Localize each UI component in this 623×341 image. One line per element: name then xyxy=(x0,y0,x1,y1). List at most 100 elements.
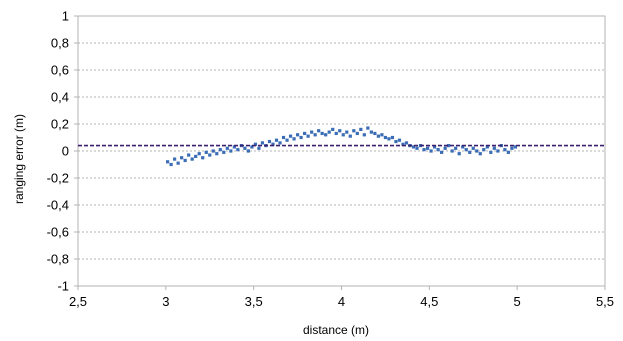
scatter-point xyxy=(482,148,486,152)
scatter-point xyxy=(232,145,236,149)
scatter-point xyxy=(190,157,194,161)
scatter-point xyxy=(464,148,468,152)
scatter-point xyxy=(433,145,437,149)
scatter-point xyxy=(422,148,426,152)
scatter-point xyxy=(440,150,444,154)
scatter-point xyxy=(461,145,465,149)
x-tick-label: 4,5 xyxy=(420,294,438,309)
scatter-point xyxy=(369,130,373,134)
scatter-point xyxy=(260,141,265,145)
scatter-point xyxy=(387,137,391,141)
scatter-point xyxy=(208,153,212,157)
scatter-point xyxy=(394,139,398,144)
y-tick-labels: -1 -0,8 -0,6 -0,4 -0,2 0 0,2 0,4 0,6 0,8 1 xyxy=(47,9,69,294)
scatter-point xyxy=(303,131,307,136)
scatter-point xyxy=(506,150,510,154)
scatter-point xyxy=(243,146,247,150)
x-tick-labels: 2,5 3 3,5 4 4,5 5 5,5 xyxy=(69,294,614,309)
x-tick-label: 3,5 xyxy=(245,294,263,309)
x-tick-label: 2,5 xyxy=(69,294,87,309)
scatter-point xyxy=(443,146,447,150)
scatter-point xyxy=(165,160,170,164)
scatter-point xyxy=(299,135,303,140)
scatter-point xyxy=(376,134,380,138)
scatter-point xyxy=(183,158,187,163)
scatter-point xyxy=(250,145,254,149)
scatter-point xyxy=(447,144,451,148)
scatter-point xyxy=(436,148,440,152)
scatter-point xyxy=(390,135,395,140)
scatter-point xyxy=(201,156,205,160)
scatter-point xyxy=(180,156,184,160)
scatter-point xyxy=(380,133,384,137)
scatter-point xyxy=(267,139,272,144)
scatter-point xyxy=(204,150,208,154)
scatter-point xyxy=(429,149,433,153)
scatter-point xyxy=(468,150,472,154)
x-tick-label: 3 xyxy=(162,294,169,309)
scatter-point xyxy=(489,150,493,154)
scatter-point xyxy=(324,133,328,137)
plot-border xyxy=(77,15,606,287)
scatter-point xyxy=(222,150,226,154)
scatter-point xyxy=(397,138,402,142)
plot-frame xyxy=(74,15,606,290)
scatter-point xyxy=(295,133,300,137)
scatter-point xyxy=(187,153,191,157)
y-tick-label: -0,8 xyxy=(47,252,69,267)
scatter-point xyxy=(513,145,518,149)
scatter-point xyxy=(338,129,342,133)
scatter-point xyxy=(475,149,479,153)
scatter-point xyxy=(425,146,430,150)
y-tick-label: 1 xyxy=(62,9,69,24)
scatter-point xyxy=(317,129,321,133)
scatter-point xyxy=(331,127,335,131)
scatter-point xyxy=(478,152,482,156)
scatter-point xyxy=(176,161,180,165)
scatter-point xyxy=(320,131,324,136)
scatter-point xyxy=(274,138,279,142)
y-tick-label: 0,4 xyxy=(51,90,69,105)
scatter-point xyxy=(310,130,314,134)
y-tick-label: -0,4 xyxy=(47,198,69,213)
scatter-point xyxy=(327,130,331,134)
x-tick-label: 5 xyxy=(514,294,521,309)
scatter-point xyxy=(194,154,198,158)
scatter-point xyxy=(450,149,454,153)
scatter-point xyxy=(253,142,258,146)
scatter-point xyxy=(225,146,229,150)
x-tick-label: 5,5 xyxy=(596,294,614,309)
scatter-point xyxy=(229,149,233,153)
scatter-point xyxy=(211,149,215,153)
scatter-point xyxy=(401,142,405,146)
y-tick-label: 0,2 xyxy=(51,117,69,132)
scatter-point xyxy=(359,127,363,131)
scatter-point xyxy=(510,146,514,150)
scatter-point xyxy=(281,135,286,140)
y-tick-label: 0 xyxy=(62,144,69,159)
scatter-point xyxy=(383,135,388,140)
y-axis-title: ranging error (m) xyxy=(12,114,26,204)
x-axis-title: distance (m) xyxy=(303,323,369,337)
scatter-points xyxy=(165,126,518,167)
scatter-point xyxy=(366,126,370,130)
scatter-point xyxy=(236,148,240,152)
scatter-point xyxy=(292,137,296,141)
scatter-point xyxy=(348,134,352,138)
scatter-point xyxy=(334,131,338,136)
scatter-point xyxy=(454,146,458,150)
y-tick-label: -1 xyxy=(57,279,69,294)
scatter-point xyxy=(169,162,173,167)
grid-lines xyxy=(78,42,605,260)
scatter-point xyxy=(345,130,349,134)
scatter-point xyxy=(313,133,317,137)
scatter-point xyxy=(492,146,496,150)
scatter-point xyxy=(362,133,366,137)
scatter-point xyxy=(485,145,489,149)
y-tick-label: 0,8 xyxy=(51,36,69,51)
scatter-point xyxy=(285,138,289,142)
scatter-point xyxy=(352,129,356,133)
scatter-point xyxy=(457,152,461,156)
scatter-point xyxy=(503,148,507,152)
y-tick-label: -0,2 xyxy=(47,171,69,186)
